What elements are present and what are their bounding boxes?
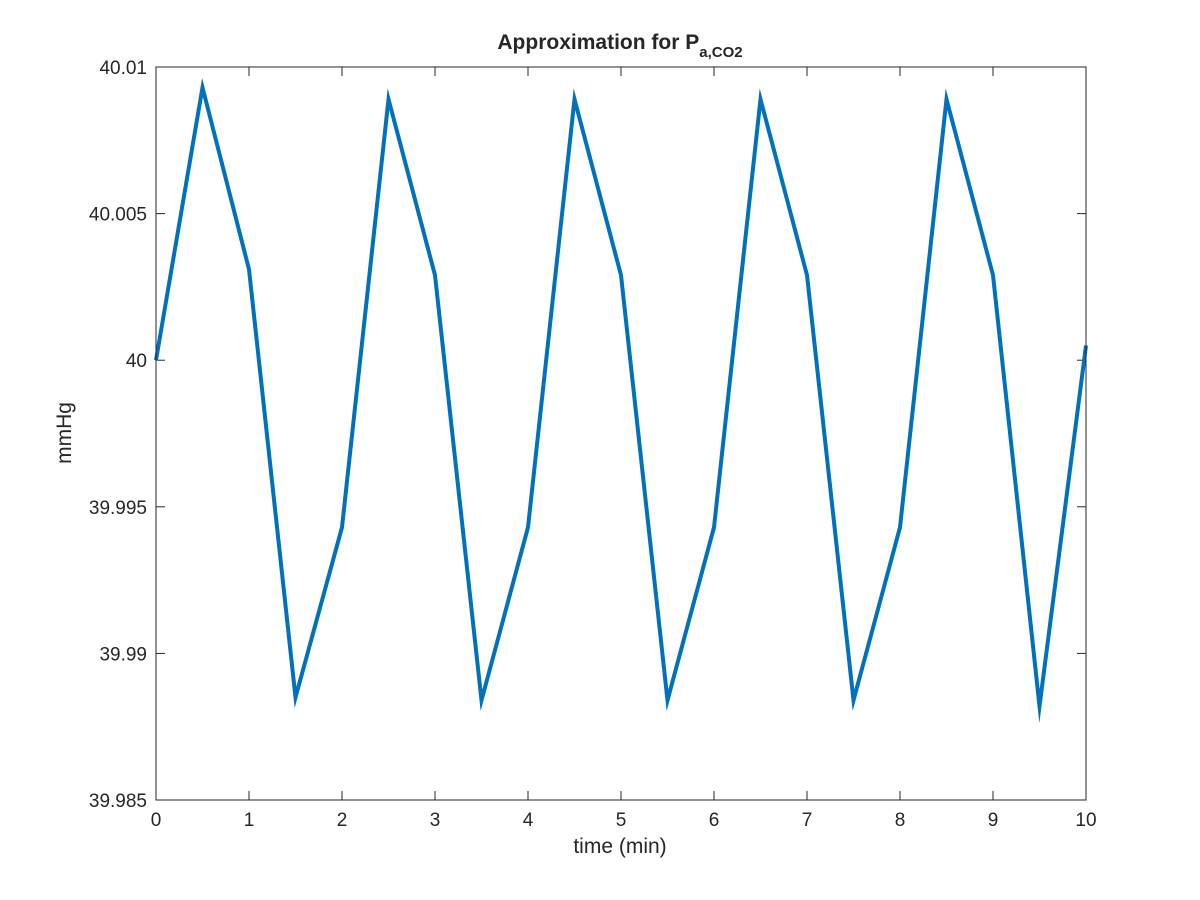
x-tick-label: 6 xyxy=(709,810,720,831)
x-tick-label: 5 xyxy=(616,810,627,831)
y-tick-label: 40 xyxy=(126,351,147,372)
y-tick-label: 40.01 xyxy=(99,58,147,79)
x-tick-labels: 0 1 2 3 4 5 6 7 8 9 10 xyxy=(151,810,1097,831)
x-tick-label: 9 xyxy=(988,810,999,831)
x-tick-label: 3 xyxy=(430,810,441,831)
x-tick-label: 10 xyxy=(1075,810,1096,831)
x-tick-label: 0 xyxy=(151,810,162,831)
y-tick-label: 39.995 xyxy=(89,498,147,519)
y-tick-labels: 39.985 39.99 39.995 40 40.005 40.01 xyxy=(89,58,147,812)
x-tick-label: 1 xyxy=(244,810,255,831)
y-tick-label: 40.005 xyxy=(89,205,147,226)
x-tick-label: 2 xyxy=(337,810,348,831)
y-tick-label: 39.985 xyxy=(89,791,147,812)
plot-area xyxy=(156,67,1086,800)
chart-title: Approximation for Pa,CO2 xyxy=(497,31,742,61)
x-axis-label: time (min) xyxy=(573,835,666,858)
x-tick-label: 7 xyxy=(802,810,813,831)
y-tick-label: 39.99 xyxy=(99,644,147,665)
x-tick-label: 8 xyxy=(895,810,906,831)
axes-box xyxy=(155,66,1087,801)
x-tick-label: 4 xyxy=(523,810,534,831)
y-axis-label: mmHg xyxy=(53,402,76,464)
chart-title-subscript: a,CO2 xyxy=(699,44,742,61)
